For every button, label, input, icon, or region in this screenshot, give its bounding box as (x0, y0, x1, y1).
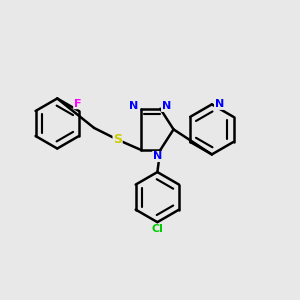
Text: S: S (113, 133, 122, 146)
Text: N: N (162, 101, 171, 111)
Text: N: N (153, 152, 162, 161)
Text: N: N (129, 101, 138, 111)
Text: N: N (214, 99, 224, 110)
Text: Cl: Cl (152, 224, 163, 235)
Text: F: F (74, 99, 81, 109)
